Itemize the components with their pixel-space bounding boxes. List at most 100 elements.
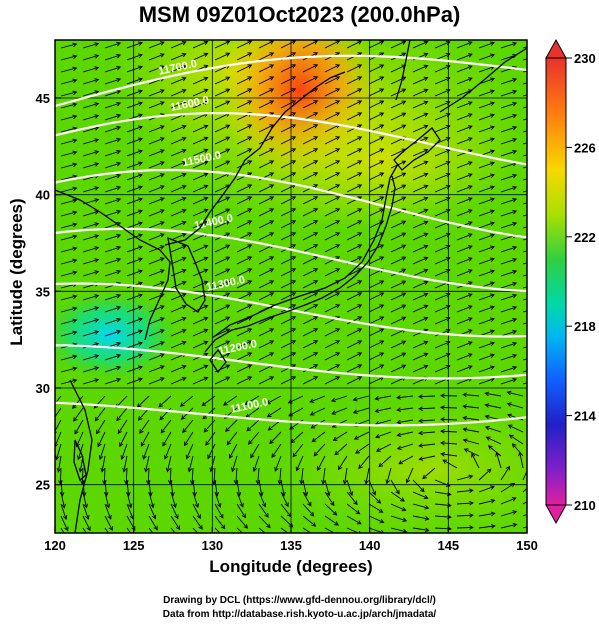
wind-arrow-head <box>137 416 143 421</box>
wind-arrow-shaft <box>126 78 143 85</box>
wind-arrow-head <box>291 340 297 345</box>
wind-arrow-shaft <box>104 330 121 337</box>
wind-arrow-head <box>467 305 473 310</box>
wind-arrow-head <box>94 318 100 323</box>
wind-arrow-head <box>357 340 363 345</box>
wind-arrow-head <box>247 148 253 153</box>
wind-arrow-head <box>401 40 407 45</box>
wind-arrow-shaft <box>324 256 340 265</box>
wind-arrow-head <box>469 500 474 506</box>
wind-arrow-shaft <box>192 341 208 349</box>
wind-arrow-head <box>445 196 451 202</box>
wind-arrow-head <box>247 280 253 285</box>
wind-arrow-shaft <box>390 124 406 133</box>
wind-arrow-shaft <box>478 66 495 73</box>
wind-arrow-head <box>313 52 319 57</box>
wind-arrow-head <box>159 89 165 94</box>
wind-arrow-shaft <box>500 78 517 85</box>
wind-arrow-head <box>64 526 69 532</box>
wind-arrow-shaft <box>236 160 252 169</box>
wind-arrow-shaft <box>324 220 340 229</box>
wind-arrow-shaft <box>140 431 150 447</box>
wind-arrow-head <box>467 65 473 70</box>
wind-arrow-head <box>116 209 122 215</box>
wind-arrow-shaft <box>82 79 99 85</box>
wind-arrow-head <box>335 304 341 309</box>
wind-arrow-shaft <box>214 268 230 277</box>
wind-arrow-head <box>203 268 209 273</box>
wind-arrow-head <box>295 466 300 472</box>
wind-arrow-shaft <box>310 407 326 416</box>
wind-arrow-shaft <box>158 395 172 408</box>
wind-arrow-head <box>484 425 490 431</box>
wind-arrow-shaft <box>192 365 208 373</box>
wind-arrow-head <box>467 41 473 46</box>
wind-arrow-head <box>247 352 253 357</box>
wind-arrow-head <box>116 317 122 323</box>
wind-arrow-head <box>467 353 473 358</box>
wind-arrow-shaft <box>346 352 362 361</box>
wind-arrow-shaft <box>434 65 450 73</box>
wind-arrow-shaft <box>236 172 252 181</box>
wind-arrow-shaft <box>434 515 451 518</box>
wind-arrow-head <box>72 318 78 324</box>
wind-arrow-head <box>181 268 187 274</box>
wind-arrow-head <box>379 519 385 524</box>
wind-arrow-head <box>445 292 451 298</box>
wind-arrow-head <box>217 503 222 508</box>
wind-arrow-head <box>203 172 209 177</box>
wind-arrow-head <box>247 40 253 45</box>
wind-arrow-head <box>116 137 122 143</box>
wind-arrow-head <box>445 364 451 370</box>
wind-arrow-head <box>269 340 275 345</box>
wind-arrow-shaft <box>267 407 282 418</box>
wind-arrow-head <box>138 245 143 250</box>
wind-arrow-shaft <box>478 234 495 241</box>
wind-arrow-shaft <box>390 292 406 301</box>
wind-arrow-head <box>247 196 253 201</box>
wind-arrow-head <box>469 525 474 530</box>
colorbar-upper-arrow <box>545 38 567 59</box>
wind-arrow-head <box>72 114 78 120</box>
wind-arrow-shaft <box>60 163 77 169</box>
wind-arrow-head <box>94 378 100 383</box>
wind-arrow-head <box>225 427 230 432</box>
wind-arrow-head <box>401 88 407 93</box>
wind-arrow-head <box>164 454 169 460</box>
wind-arrow-head <box>203 427 209 433</box>
colorbar-tick-label: 214 <box>574 409 596 424</box>
wind-arrow-shaft <box>280 340 296 349</box>
wind-arrow-head <box>313 364 319 369</box>
wind-arrow-shaft <box>121 443 128 460</box>
wind-arrow-shaft <box>456 526 474 529</box>
wind-arrow-shaft <box>148 341 165 349</box>
wind-arrow-head <box>94 42 100 47</box>
wind-arrow-head <box>512 281 518 287</box>
wind-arrow-head <box>313 136 319 141</box>
wind-arrow-shaft <box>104 42 121 49</box>
wind-arrow-head <box>287 512 292 518</box>
wind-arrow-head <box>396 419 402 425</box>
wind-arrow-shaft <box>104 186 121 193</box>
coast-south-china <box>69 379 93 533</box>
wind-arrow-shaft <box>478 114 495 121</box>
wind-arrow-shaft <box>390 304 406 313</box>
wind-arrow-shaft <box>280 40 296 49</box>
wind-arrow-shaft <box>214 160 230 169</box>
wind-arrow-shaft <box>82 115 99 121</box>
lon-axis: 120 125 130 135 140 145 150 <box>44 527 538 553</box>
wind-arrow-head <box>495 451 500 457</box>
wind-arrow-shaft <box>82 379 99 385</box>
wind-arrow-shaft <box>60 479 63 496</box>
wind-arrow-head <box>116 305 122 311</box>
wind-arrow-shaft <box>412 185 428 193</box>
wind-arrow-shaft <box>280 100 296 109</box>
wind-arrow-shaft <box>214 316 230 325</box>
wind-arrow-head <box>290 438 296 444</box>
wind-arrow-head <box>423 148 429 153</box>
wind-arrow-shaft <box>73 407 84 422</box>
wind-arrow-head <box>379 220 385 225</box>
wind-arrow-shaft <box>334 443 348 456</box>
wind-arrow-shaft <box>236 304 252 313</box>
wind-arrow-shaft <box>346 220 362 229</box>
